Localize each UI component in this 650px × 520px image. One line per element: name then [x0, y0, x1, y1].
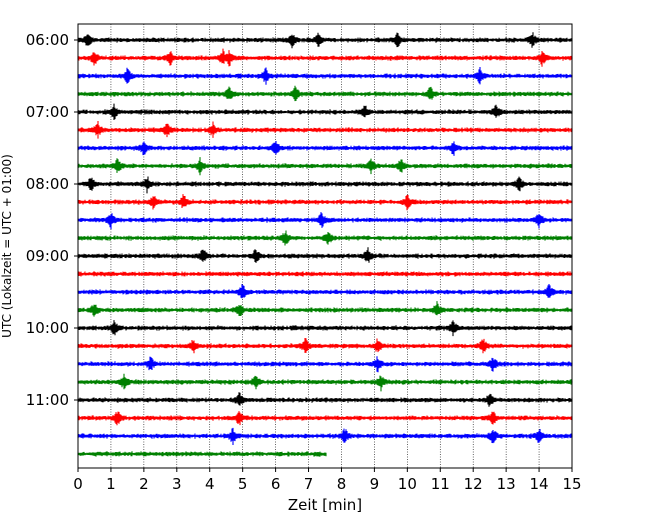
- trace-0715: [77, 121, 573, 139]
- x-tick-label: 15: [562, 475, 581, 493]
- y-axis-ticks: 06:00 07:00 08:00 09:00 10:00 11:00: [26, 31, 78, 409]
- trace-0800: [77, 176, 573, 194]
- trace-1100: [77, 392, 573, 407]
- x-tick-label: 4: [205, 475, 215, 493]
- trace-1145: [77, 451, 327, 457]
- trace-1000: [77, 320, 573, 337]
- trace-0845: [77, 230, 573, 246]
- vertical-grid: [110, 24, 540, 468]
- trace-0700: [77, 103, 573, 120]
- x-tick-label: 7: [304, 475, 314, 493]
- x-tick-label: 5: [238, 475, 248, 493]
- trace-1015: [77, 338, 573, 354]
- y-tick-label: 10:00: [26, 319, 69, 337]
- y-tick-label: 06:00: [26, 31, 69, 49]
- trace-0830: [77, 212, 573, 230]
- y-tick-label: 09:00: [26, 247, 69, 265]
- seismic-traces: [77, 32, 573, 457]
- trace-1130: [77, 427, 573, 445]
- trace-1115: [77, 411, 573, 426]
- x-tick-label: 11: [431, 475, 450, 493]
- y-tick-label: 07:00: [26, 103, 69, 121]
- trace-0615: [77, 48, 573, 67]
- trace-0930: [77, 284, 573, 299]
- trace-0815: [77, 194, 573, 211]
- trace-0915: [77, 271, 573, 277]
- trace-1030: [77, 356, 573, 373]
- x-tick-label: 12: [464, 475, 483, 493]
- trace-0900: [77, 247, 573, 263]
- trace-0730: [77, 141, 573, 156]
- x-tick-label: 14: [530, 475, 549, 493]
- x-axis-ticks: 0 1 2 3 4 5 6 7 8 9 10 11 12 13 14 15: [73, 468, 582, 493]
- x-tick-label: 10: [398, 475, 417, 493]
- y-axis-label: UTC (Lokalzeit = UTC + 01:00): [0, 154, 14, 338]
- x-axis-label: Zeit [min]: [288, 496, 362, 514]
- trace-0600: [77, 32, 573, 49]
- trace-0630: [77, 67, 573, 85]
- y-tick-label: 08:00: [26, 175, 69, 193]
- x-tick-label: 9: [370, 475, 380, 493]
- x-tick-label: 13: [497, 475, 516, 493]
- plot-frame: [77, 23, 573, 469]
- trace-0745: [77, 157, 573, 176]
- x-tick-label: 2: [139, 475, 149, 493]
- trace-0945: [77, 301, 573, 317]
- x-tick-label: 6: [271, 475, 281, 493]
- x-tick-label: 0: [73, 475, 83, 493]
- y-tick-label: 11:00: [26, 391, 69, 409]
- x-tick-label: 1: [106, 475, 116, 493]
- trace-1045: [77, 373, 573, 392]
- trace-0645: [77, 85, 573, 102]
- x-tick-label: 8: [337, 475, 347, 493]
- x-tick-label: 3: [172, 475, 182, 493]
